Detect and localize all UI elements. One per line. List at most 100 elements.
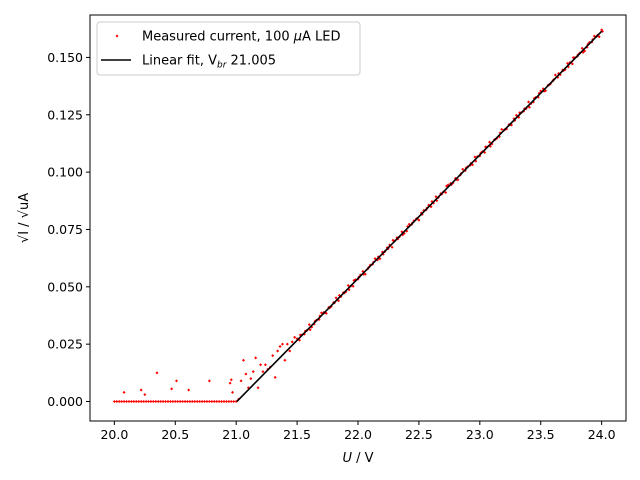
fit-line-layer	[236, 30, 603, 403]
data-point	[215, 400, 219, 404]
data-point	[207, 400, 211, 404]
x-tick-label: 22.5	[405, 427, 433, 442]
data-point	[473, 155, 477, 159]
data-point	[183, 400, 187, 404]
x-tick-label: 20.0	[100, 427, 128, 442]
data-point	[527, 100, 531, 104]
x-tick-label: 23.5	[527, 427, 555, 442]
data-point	[232, 400, 236, 404]
data-point	[142, 400, 146, 404]
data-point	[580, 46, 584, 50]
data-point	[132, 400, 136, 404]
data-point	[249, 377, 253, 381]
data-point	[112, 400, 116, 404]
data-point	[276, 349, 280, 353]
data-point	[307, 323, 311, 327]
data-point	[155, 371, 159, 375]
data-point	[417, 218, 421, 222]
data-point	[288, 349, 292, 353]
data-point	[285, 342, 289, 346]
y-tick-label: 0.075	[47, 222, 83, 237]
data-point	[200, 400, 204, 404]
data-point	[122, 400, 126, 404]
data-point	[212, 400, 216, 404]
data-point	[166, 400, 170, 404]
data-point	[156, 400, 160, 404]
x-ticks: 20.0 20.5 21.0 21.5 22.0 22.5 23.0 23.5 24.0	[100, 421, 616, 442]
x-tick-label: 20.5	[161, 427, 189, 442]
data-point	[239, 379, 243, 383]
data-point	[271, 354, 275, 358]
data-point	[134, 400, 138, 404]
data-point	[256, 386, 260, 390]
data-point	[259, 363, 263, 367]
data-point	[251, 370, 255, 374]
data-point	[122, 390, 126, 394]
data-point	[597, 35, 601, 39]
fit-line	[236, 30, 603, 403]
data-point	[461, 167, 465, 171]
data-point	[500, 127, 504, 131]
data-point	[319, 311, 323, 315]
data-point	[254, 356, 258, 360]
data-point	[174, 379, 178, 383]
y-tick-label: 0.125	[47, 107, 83, 122]
x-tick-label: 23.0	[466, 427, 494, 442]
y-tick-label: 0.150	[47, 50, 83, 65]
plot-frame	[89, 14, 627, 422]
data-point	[273, 375, 277, 379]
legend-box	[96, 21, 361, 76]
data-point	[324, 311, 328, 315]
data-point	[553, 73, 557, 77]
data-point	[137, 400, 141, 404]
data-point	[127, 400, 131, 404]
data-point	[280, 342, 284, 346]
data-point	[570, 62, 574, 66]
data-point	[188, 400, 192, 404]
data-point	[222, 400, 226, 404]
data-point	[144, 400, 148, 404]
data-point	[600, 29, 604, 33]
data-point	[231, 390, 235, 394]
data-point	[527, 105, 531, 109]
y-tick-label: 0.050	[47, 279, 83, 294]
data-point	[170, 387, 174, 391]
scatter-points	[112, 28, 604, 404]
data-point	[195, 400, 199, 404]
data-point	[224, 400, 228, 404]
data-point	[351, 284, 355, 288]
data-point	[190, 400, 194, 404]
data-point	[203, 400, 207, 404]
data-point	[198, 400, 202, 404]
data-point	[129, 400, 133, 404]
data-point	[139, 388, 143, 392]
data-point	[159, 400, 163, 404]
data-point	[125, 400, 129, 404]
legend-label-fit: Linear fit, Vbr 21.005	[142, 54, 276, 71]
data-point	[185, 400, 189, 404]
data-point	[229, 400, 233, 404]
data-point	[228, 381, 232, 385]
y-tick-label: 0.025	[47, 337, 83, 352]
data-point	[363, 272, 367, 276]
data-point	[261, 370, 265, 374]
data-point	[176, 400, 180, 404]
data-point	[173, 400, 177, 404]
data-point	[263, 363, 267, 367]
data-point	[178, 400, 182, 404]
y-ticks: 0.000 0.025 0.050 0.075 0.100 0.125 0.150	[47, 50, 90, 409]
data-point	[334, 296, 338, 300]
data-point	[154, 400, 158, 404]
data-point	[187, 388, 191, 392]
data-point	[488, 140, 492, 144]
data-point	[139, 400, 143, 404]
x-tick-label: 21.0	[222, 427, 250, 442]
data-point	[120, 400, 124, 404]
data-point	[434, 195, 438, 199]
data-point	[146, 400, 150, 404]
data-point	[210, 400, 214, 404]
data-point	[346, 284, 350, 288]
legend: Measured current, 100 μA LED Linear fit,…	[96, 21, 361, 76]
y-tick-label: 0.100	[47, 165, 83, 180]
